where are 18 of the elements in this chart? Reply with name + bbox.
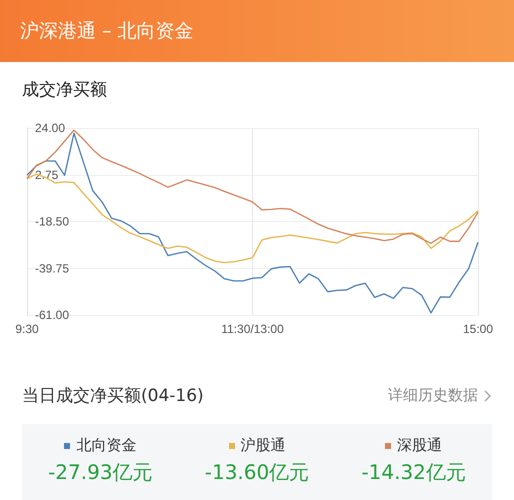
x-tick-label: 15:00 xyxy=(462,322,494,336)
y-tick-label: -18.50 xyxy=(35,214,70,228)
text: -27.93亿元 xyxy=(47,459,154,486)
y-tick-label: -39.75 xyxy=(35,261,70,276)
y-tick-label: 2.75 xyxy=(35,168,59,182)
legend-label: 深股通 xyxy=(396,436,444,455)
y-tick-label: 24.00 xyxy=(35,121,66,135)
y-tick-label: -61.00 xyxy=(35,308,70,322)
text: 当日成交净买额(04-16) xyxy=(22,385,204,407)
chart-subtitle: 成交净买额 xyxy=(22,79,107,101)
text: 详细历史数据 xyxy=(388,386,478,405)
chart-title: 沪深港通 – 北向资金 xyxy=(0,0,514,62)
text: -13.60亿元 xyxy=(204,459,310,486)
x-tick-label: 11:30/13:00 xyxy=(221,322,284,336)
x-tick-label: 9:30 xyxy=(15,322,39,336)
legend-label: 沪股通 xyxy=(240,436,286,455)
text: -14.32亿元 xyxy=(360,459,467,486)
legend-label: 北向资金 xyxy=(75,436,138,455)
